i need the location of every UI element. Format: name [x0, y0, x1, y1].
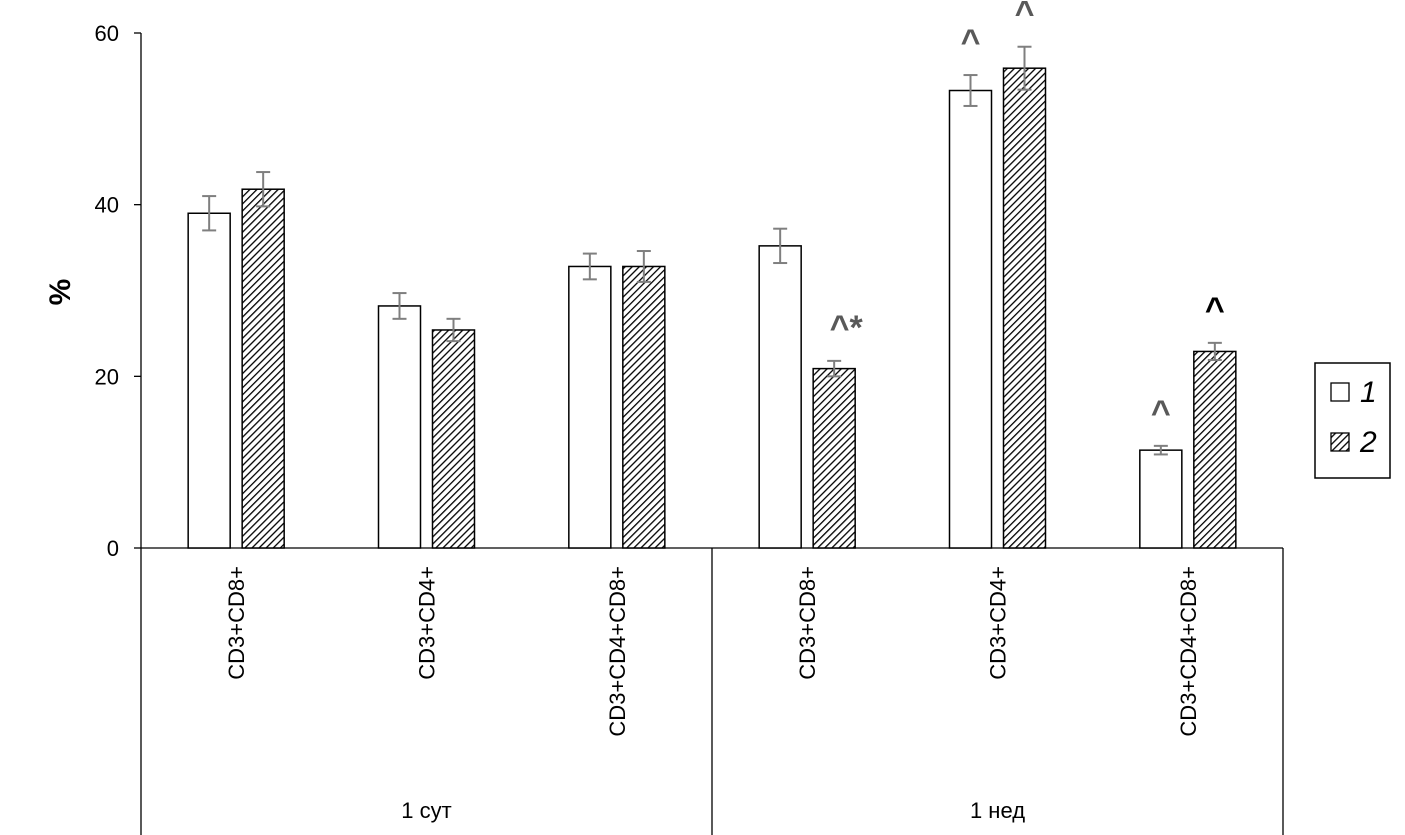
y-axis-title: % — [44, 279, 77, 306]
bars — [187, 45, 1237, 549]
y-tick-label: 40 — [95, 193, 119, 218]
category-label: CD3+CD4+CD8+ — [1176, 566, 1201, 737]
group-label: 1 нед — [970, 798, 1025, 823]
bar-series1 — [187, 212, 231, 549]
legend-box — [1314, 362, 1391, 479]
axes: 0 20 40 60 — [95, 21, 1284, 835]
bar-series1 — [948, 89, 993, 549]
legend-label-2: 2 — [1359, 426, 1377, 459]
category-label: CD3+CD4+ — [986, 566, 1011, 680]
y-tick-label: 60 — [95, 21, 119, 46]
bar-series2 — [812, 367, 856, 549]
bar-series2 — [622, 265, 666, 549]
labels: % 1 сут 1 нед CD3+CD8+ CD3+CD4+ CD3+CD4+CD8+ C… — [44, 0, 1225, 823]
bar-series1 — [568, 265, 612, 549]
bar-series2 — [1002, 67, 1047, 549]
category-label: CD3+CD4+ — [415, 566, 440, 680]
legend-label-1: 1 — [1360, 376, 1377, 409]
category-label: CD3+CD8+ — [224, 566, 249, 680]
y-tick-label: 20 — [95, 364, 119, 389]
group-label: 1 сут — [401, 798, 451, 823]
bar-series1 — [377, 305, 422, 549]
bar-series1 — [758, 245, 802, 549]
significance-annotation: ^ — [1205, 291, 1225, 329]
bar-series2 — [1193, 350, 1237, 549]
category-label: CD3+CD8+ — [795, 566, 820, 680]
legend-swatch-2 — [1330, 432, 1350, 452]
significance-annotation: ^ — [1015, 0, 1035, 33]
bar-series2 — [241, 188, 285, 549]
significance-annotation: ^* — [830, 309, 864, 347]
category-label: CD3+CD4+CD8+ — [605, 566, 630, 737]
bar-series2 — [431, 329, 476, 549]
bar-series1 — [1139, 449, 1183, 549]
y-tick-label: 0 — [107, 536, 119, 561]
legend: 12 — [1314, 362, 1391, 479]
legend-swatch-1 — [1330, 382, 1350, 402]
significance-annotation: ^ — [1151, 394, 1171, 432]
significance-annotation: ^ — [961, 23, 981, 61]
